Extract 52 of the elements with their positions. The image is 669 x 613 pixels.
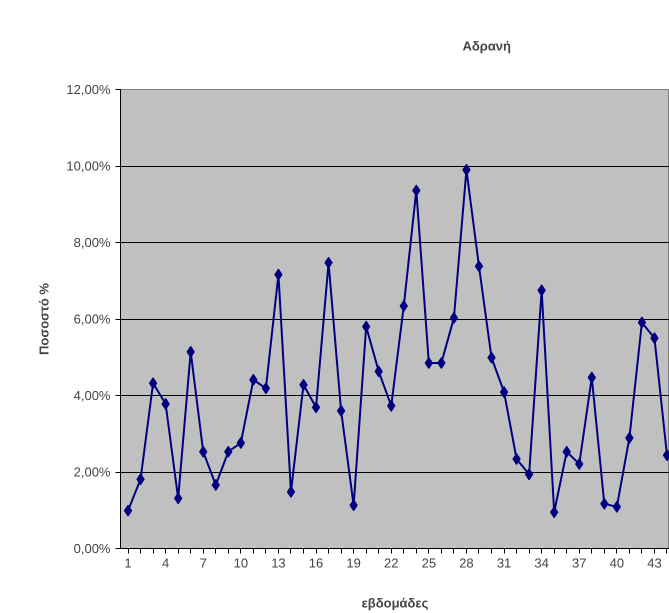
y-tick-label: 8,00% bbox=[74, 235, 111, 250]
x-tick-label: 1 bbox=[124, 556, 132, 570]
point bbox=[462, 164, 471, 176]
point bbox=[286, 486, 296, 498]
point bbox=[349, 499, 358, 512]
point bbox=[312, 401, 320, 414]
point bbox=[537, 284, 546, 296]
point bbox=[474, 260, 484, 272]
x-tick-label: 40 bbox=[610, 556, 624, 570]
x-tick-label: 19 bbox=[346, 556, 361, 570]
point bbox=[500, 386, 508, 398]
y-axis-title: Ποσοστό % bbox=[36, 282, 52, 355]
x-tick-label: 34 bbox=[534, 556, 549, 570]
x-tick-label: 43 bbox=[647, 556, 662, 570]
y-tick-label: 4,00% bbox=[74, 388, 111, 403]
point bbox=[262, 382, 270, 394]
y-tick-label: 6,00% bbox=[74, 312, 111, 326]
point bbox=[249, 374, 258, 386]
point bbox=[424, 356, 434, 369]
point bbox=[274, 268, 283, 281]
point bbox=[524, 468, 534, 480]
point bbox=[487, 352, 496, 364]
point bbox=[450, 312, 458, 324]
x-tick-label: 28 bbox=[459, 556, 474, 570]
point bbox=[638, 316, 646, 328]
y-tick-label: 0,00% bbox=[74, 541, 111, 556]
chart-title: Αδρανή bbox=[462, 38, 512, 54]
point bbox=[512, 452, 521, 465]
point bbox=[324, 256, 333, 269]
x-tick-label: 13 bbox=[271, 556, 286, 570]
x-tick-label: 16 bbox=[308, 556, 324, 570]
y-tick-label: 10,00% bbox=[66, 158, 111, 174]
point bbox=[161, 398, 170, 410]
point bbox=[136, 473, 145, 486]
x-tick-label: 10 bbox=[234, 556, 248, 570]
point bbox=[612, 500, 622, 513]
point bbox=[437, 356, 446, 369]
point bbox=[148, 377, 158, 390]
point bbox=[650, 332, 659, 344]
x-tick-label: 25 bbox=[422, 556, 436, 570]
x-tick-label: 7 bbox=[200, 556, 207, 570]
x-axis-title: εβδομάδες bbox=[362, 596, 429, 610]
y-tick-label: 12,00% bbox=[66, 82, 111, 97]
point bbox=[124, 504, 132, 517]
x-tick-label: 22 bbox=[384, 556, 398, 570]
point bbox=[336, 404, 346, 417]
x-tick-label: 37 bbox=[572, 556, 586, 570]
y-tick-label: 2,00% bbox=[74, 464, 111, 480]
point bbox=[299, 378, 308, 391]
x-tick-label: 4 bbox=[162, 556, 170, 570]
point bbox=[625, 432, 634, 444]
x-tick-label: 31 bbox=[496, 556, 512, 570]
